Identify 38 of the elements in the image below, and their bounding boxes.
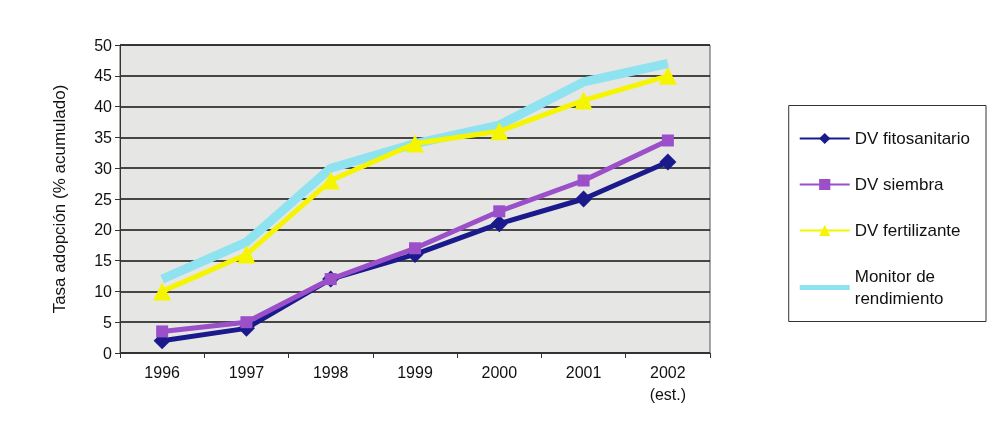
point [156, 325, 169, 338]
y-axis-title: Tasa adopción (% acumulado) [50, 84, 69, 314]
point [490, 122, 509, 141]
point [659, 153, 677, 171]
y-tick-label: 10 [94, 282, 113, 300]
point [153, 282, 172, 301]
y-tick-label: 20 [94, 221, 113, 239]
point [574, 91, 593, 110]
legend-label: DV siembra [854, 175, 945, 194]
y-tick-label: 50 [94, 36, 113, 54]
x-tick-label: 2000 [481, 363, 518, 381]
point [406, 134, 424, 153]
x-tick-label: 2002 (est.) [649, 363, 687, 403]
point [493, 205, 506, 218]
x-tick-label: 1999 [397, 363, 433, 381]
y-tick-label: 40 [94, 98, 113, 116]
y-tick-label: 25 [94, 190, 113, 208]
x-tick-label: 2001 [565, 363, 602, 381]
y-tick-label: 0 [103, 344, 113, 362]
point [240, 316, 253, 329]
legend-label: Monitor de rendimiento [854, 267, 944, 308]
y-tick-label: 30 [94, 159, 113, 177]
point [577, 174, 590, 187]
point [490, 215, 508, 233]
point [237, 245, 256, 264]
point [658, 66, 677, 85]
legend-label: DV fitosanitario [854, 129, 971, 148]
y-tick-label: 45 [94, 67, 113, 85]
y-tick-label: 5 [103, 313, 113, 331]
point [409, 242, 421, 255]
x-tick-label: 1996 [144, 363, 181, 381]
x-tick-label: 1997 [228, 363, 265, 381]
y-tick-label: 35 [94, 128, 113, 146]
y-tick-label: 15 [94, 252, 113, 270]
point [661, 134, 674, 147]
point [575, 190, 593, 208]
x-tick-label: 1998 [312, 363, 349, 381]
legend-label: DV fertilizante [854, 221, 961, 240]
